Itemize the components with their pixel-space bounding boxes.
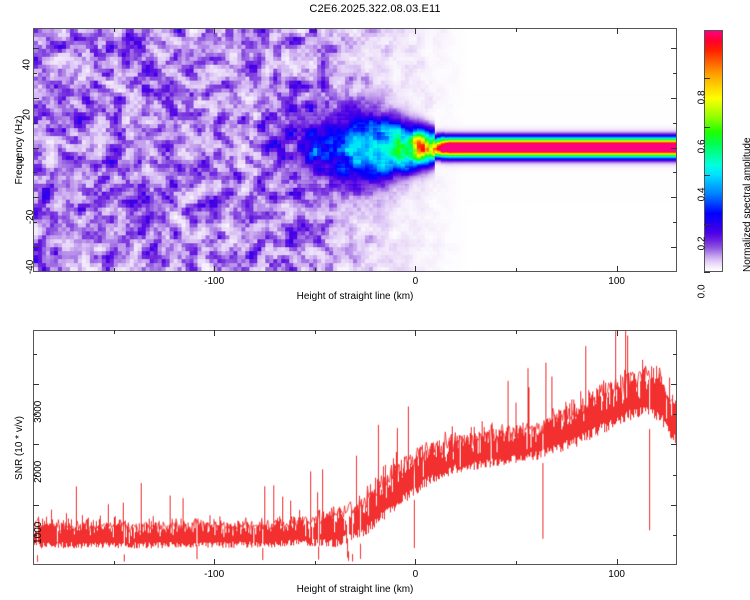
x-tick-minor [314,561,316,565]
x-tick-minor-top [314,330,316,334]
x-tick-major [214,266,216,272]
x-tick-minor [516,561,517,565]
colorbar-tick [704,223,710,225]
x-tick-minor [314,268,316,272]
y-tick-minor [33,172,37,174]
y-tick-minor [33,72,37,74]
x-tick-major-top [616,330,618,336]
x-tick-label: -100 [204,276,225,287]
x-tick-label: 100 [608,276,625,287]
y-tick-major-right [671,147,677,149]
x-tick-major [214,559,216,565]
colorbar-tick-label: 0.6 [696,139,708,154]
y-tick-major [33,504,39,506]
x-tick-major [415,559,417,565]
y-tick-major [33,97,39,99]
colorbar-tick [704,126,710,128]
y-tick-minor-right [673,354,677,356]
y-tick-major-right [671,444,677,446]
x-tick-minor [113,268,115,272]
y-tick-major-right [671,384,677,386]
y-tick-minor [33,354,37,356]
x-tick-minor-top [113,28,115,32]
y-tick-major [33,47,39,49]
snr-plot-area [33,330,677,565]
spectrogram-y-axis-label: Frequency (Hz) [14,115,25,185]
y-tick-major [33,384,39,386]
y-tick-label: 3000 [32,400,44,424]
y-tick-major [33,147,39,149]
y-tick-label: 40 [21,58,33,71]
x-tick-minor-top [314,28,316,32]
y-tick-minor [33,414,37,416]
colorbar-tick-label: 0.0 [696,284,708,299]
x-tick-label: 0 [412,276,419,287]
y-tick-label: 1000 [32,521,44,544]
y-tick-major-right [671,197,677,199]
y-tick-major-right [671,97,677,99]
spectrogram-plot-area [33,28,677,272]
y-tick-major-right [671,504,677,506]
colorbar-tick [704,272,710,273]
y-tick-label: 2000 [32,461,44,484]
x-tick-major [616,266,618,272]
y-tick-major-right [671,247,677,249]
y-tick-minor-right [673,474,677,476]
figure-title: C2E6.2025.322.08.03.E11 [309,3,441,15]
x-tick-major [415,266,417,272]
y-tick-minor [33,222,37,224]
y-tick-label: -40 [24,259,36,275]
colorbar-tick-label: 0.4 [696,187,708,202]
colorbar-tick [704,175,710,177]
y-tick-minor-right [673,534,677,536]
y-tick-minor-right [673,222,677,224]
x-tick-label: 100 [608,569,625,580]
snr-y-axis-label: SNR (10 * v/v) [14,416,25,480]
y-tick-minor [33,534,37,536]
y-tick-minor-right [673,122,677,124]
colorbar-tick-label: 0.2 [696,236,708,250]
x-tick-minor [516,268,517,272]
x-tick-major-top [214,330,216,336]
x-tick-label: 0 [412,569,419,580]
x-tick-major-top [415,330,417,336]
spectrogram-image [34,29,676,271]
spectrogram-x-axis-label: Height of straight line (km) [296,291,414,302]
snr-x-axis-label: Height of straight line (km) [296,584,414,595]
y-tick-major [33,444,39,446]
y-tick-major [33,197,39,199]
y-tick-minor-right [673,414,677,416]
x-tick-minor-top [516,330,517,334]
x-tick-minor-top [113,330,115,334]
y-tick-minor-right [673,172,677,174]
x-tick-major [616,559,618,565]
x-tick-minor [113,561,115,565]
x-tick-label: -100 [204,569,225,580]
x-tick-minor-top [516,28,517,32]
colorbar-label: Normalized spectral amplitude [742,137,750,272]
x-tick-major-top [415,28,417,34]
y-tick-minor [33,474,37,476]
x-tick-major-top [616,28,618,34]
y-tick-minor-right [673,72,677,74]
y-tick-major [33,247,39,249]
colorbar-tick-label: 0.8 [696,90,708,105]
colorbar-gradient [704,30,723,272]
x-tick-major-top [214,28,216,34]
colorbar-tick [704,78,710,80]
snr-trace [34,331,676,564]
y-tick-major-right [671,47,677,49]
y-tick-minor [33,122,37,124]
